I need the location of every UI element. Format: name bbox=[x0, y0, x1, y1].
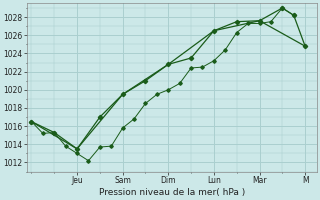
X-axis label: Pression niveau de la mer( hPa ): Pression niveau de la mer( hPa ) bbox=[99, 188, 245, 197]
